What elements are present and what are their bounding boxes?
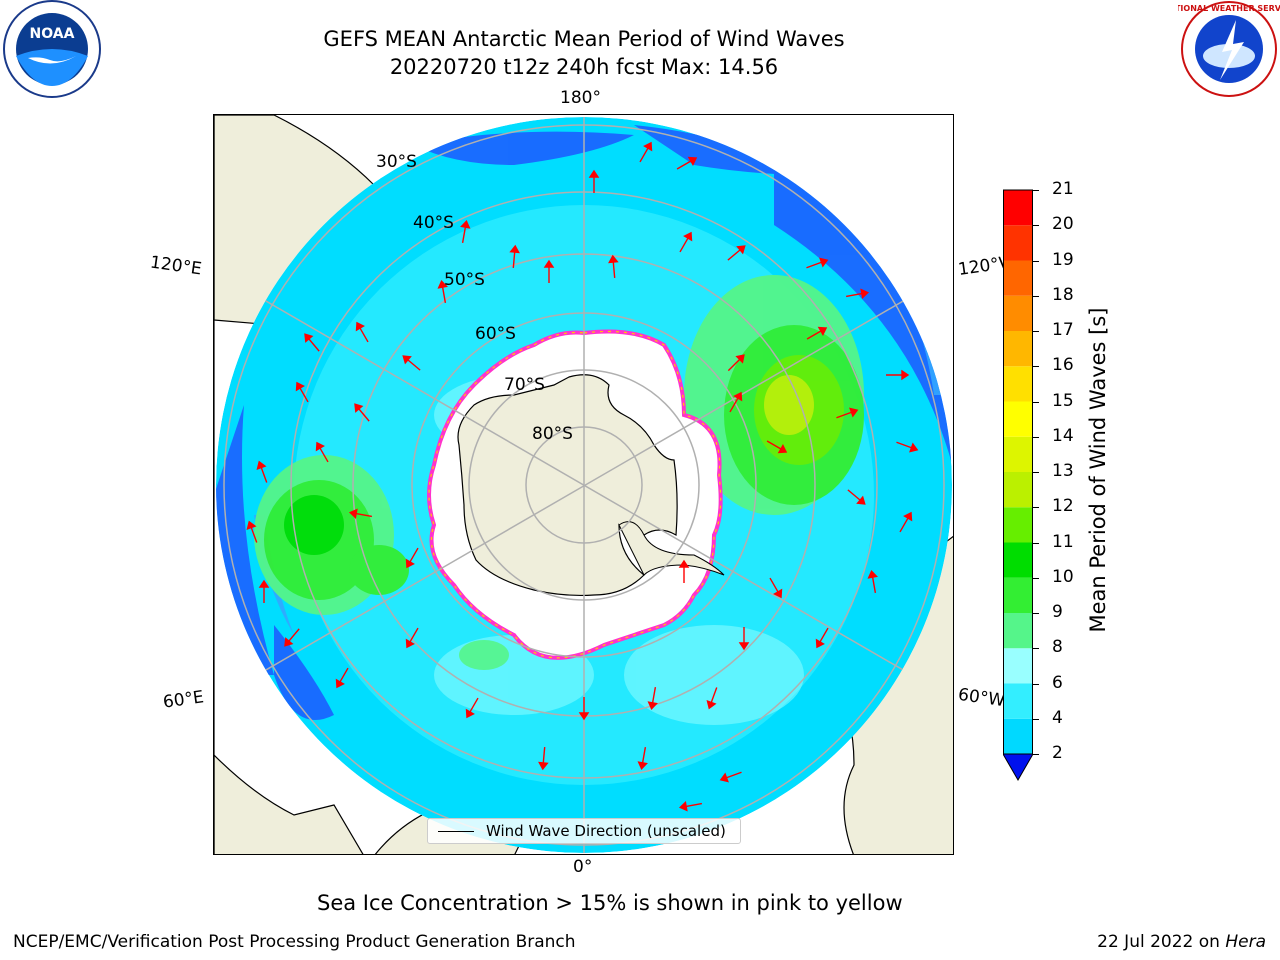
colorbar-tick-mark xyxy=(1033,225,1039,227)
colorbar-band xyxy=(1003,613,1033,649)
footer-left: NCEP/EMC/Verification Post Processing Pr… xyxy=(13,932,576,952)
lon-label-0: 0° xyxy=(573,857,593,877)
nws-logo: NATIONAL WEATHER SERVICE xyxy=(1163,0,1280,98)
colorbar-band xyxy=(1003,683,1033,719)
green-patch-south xyxy=(459,640,509,670)
map-canvas xyxy=(214,115,953,854)
lat-label-40s: 40°S xyxy=(413,213,454,233)
map-legend: Wind Wave Direction (unscaled) xyxy=(427,818,741,844)
colorbar-tick-mark xyxy=(1033,295,1039,297)
wind-wave-arrows xyxy=(246,141,919,812)
colorbar-band xyxy=(1003,718,1033,754)
lat-label-50s: 50°S xyxy=(444,270,485,290)
colorbar-band xyxy=(1003,331,1033,367)
colorbar-band xyxy=(1003,190,1033,226)
colorbar-tick-label: 13 xyxy=(1052,461,1074,481)
colorbar-tick-label: 19 xyxy=(1052,249,1074,270)
lat-label-60s: 60°S xyxy=(475,324,516,344)
colorbar-tick-label: 14 xyxy=(1052,425,1074,446)
legend-label: Wind Wave Direction (unscaled) xyxy=(486,822,726,840)
colorbar-tick-mark xyxy=(1033,366,1039,368)
colorbar-tick-label: 9 xyxy=(1052,602,1063,622)
lat-label-70s: 70°S xyxy=(504,375,545,395)
lon-label-60e: 60°E xyxy=(161,687,206,713)
lon-label-120e: 120°E xyxy=(148,252,203,280)
colorbar-tick-label: 20 xyxy=(1052,214,1074,235)
colorbar-band xyxy=(1003,401,1033,437)
colorbar-band xyxy=(1003,648,1033,684)
footer-right: 22 Jul 2022 on Hera xyxy=(1097,932,1266,952)
legend-line-icon xyxy=(438,830,474,832)
colorbar-tick-label: 2 xyxy=(1052,743,1063,763)
colorbar-tick-label: 6 xyxy=(1052,672,1063,693)
colorbar-tick-mark xyxy=(1033,683,1039,685)
noaa-logo: NOAA xyxy=(0,0,104,98)
lon-label-180: 180° xyxy=(560,88,601,108)
lon-label-60w: 60°W xyxy=(956,684,1007,712)
colorbar-tick-label: 16 xyxy=(1052,355,1074,376)
colorbar-band xyxy=(1003,225,1033,261)
colorbar-band xyxy=(1003,436,1033,472)
colorbar-label: Mean Period of Wind Waves [s] xyxy=(1086,307,1110,633)
colorbar-tick-mark xyxy=(1033,331,1039,332)
colorbar-extend-triangle xyxy=(1002,753,1034,782)
sea-ice-caption: Sea Ice Concentration > 15% is shown in … xyxy=(317,891,903,915)
colorbar-tick-mark xyxy=(1033,472,1039,473)
colorbar-tick-mark xyxy=(1033,613,1039,614)
lat-label-80s: 80°S xyxy=(532,424,573,444)
colorbar-tick-label: 21 xyxy=(1052,179,1074,199)
footer-date: 22 Jul 2022 on xyxy=(1097,932,1226,952)
colorbar-outline xyxy=(1003,189,1033,755)
colorbar-band xyxy=(1003,472,1033,508)
colorbar-tick-label: 8 xyxy=(1052,637,1063,658)
colorbar-tick-mark xyxy=(1033,436,1039,438)
colorbar-tick-mark xyxy=(1033,718,1039,720)
colorbar-tick-label: 18 xyxy=(1052,284,1074,305)
colorbar-tick-mark xyxy=(1033,542,1039,544)
antarctic-peninsula xyxy=(618,521,725,576)
map-title-line1: GEFS MEAN Antarctic Mean Period of Wind … xyxy=(323,27,845,51)
lat-label-30s: 30°S xyxy=(376,152,417,172)
colorbar-tick-label: 11 xyxy=(1052,531,1074,552)
colorbar-tick-mark xyxy=(1033,754,1039,755)
colorbar-band xyxy=(1003,507,1033,543)
colorbar xyxy=(1002,188,1034,782)
colorbar-band xyxy=(1003,542,1033,578)
colorbar-tick-mark xyxy=(1033,190,1039,191)
map-title-line2: 20220720 t12z 240h fcst Max: 14.56 xyxy=(389,55,779,79)
colorbar-tick-label: 12 xyxy=(1052,496,1074,517)
colorbar-tick-label: 10 xyxy=(1052,566,1074,587)
colorbar-band xyxy=(1003,295,1033,331)
colorbar-tick-label: 15 xyxy=(1052,390,1074,411)
colorbar-band xyxy=(1003,577,1033,613)
colorbar-tick-label: 17 xyxy=(1052,320,1074,340)
green-patch-east xyxy=(684,275,864,515)
colorbar-band xyxy=(1003,366,1033,402)
colorbar-tick-mark xyxy=(1033,401,1039,403)
nws-logo-text: NATIONAL WEATHER SERVICE xyxy=(1178,4,1280,13)
noaa-logo-text: NOAA xyxy=(30,26,75,42)
footer-host: Hera xyxy=(1225,932,1266,952)
colorbar-tick-label: 4 xyxy=(1052,707,1063,728)
colorbar-tick-mark xyxy=(1033,648,1039,650)
colorbar-tick-mark xyxy=(1033,507,1039,509)
graticule xyxy=(216,117,952,853)
colorbar-tick-mark xyxy=(1033,577,1039,579)
colorbar-band xyxy=(1003,260,1033,296)
colorbar-swatches xyxy=(1002,189,1034,782)
colorbar-tick-mark xyxy=(1033,260,1039,262)
antarctic-map xyxy=(213,114,954,855)
